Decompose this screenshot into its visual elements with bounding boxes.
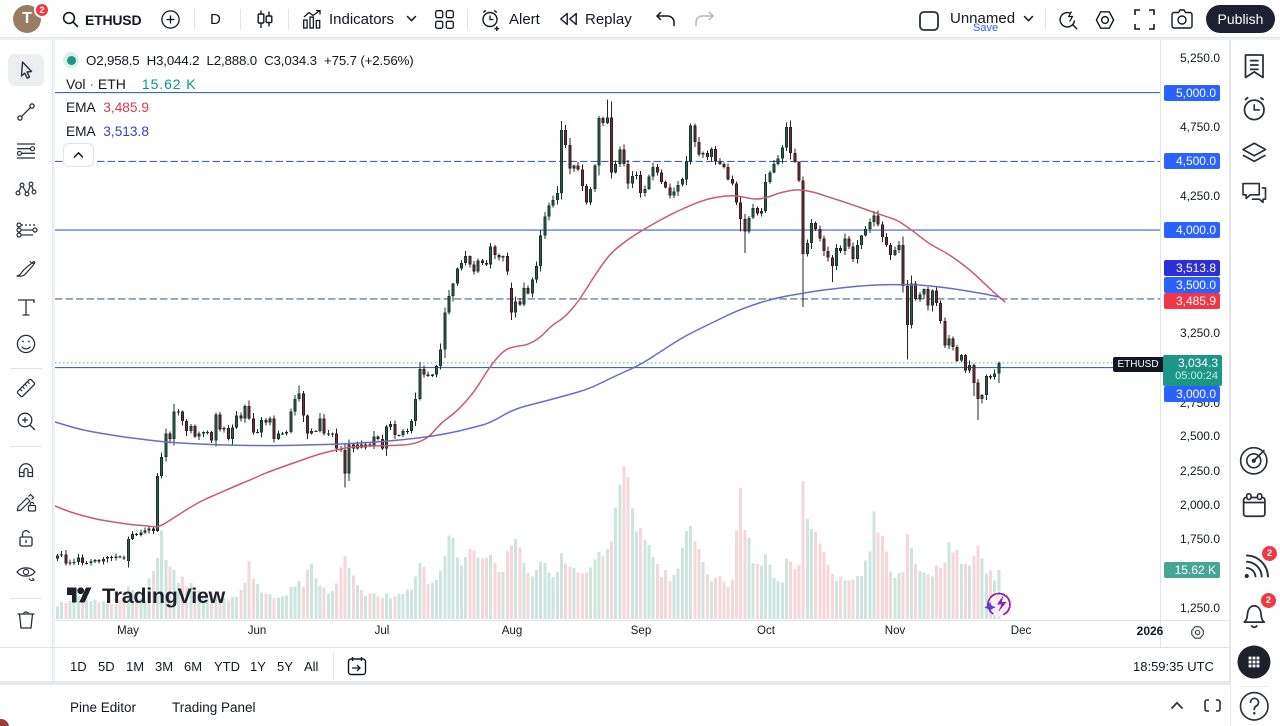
svg-text:TradingView: TradingView <box>102 584 226 608</box>
